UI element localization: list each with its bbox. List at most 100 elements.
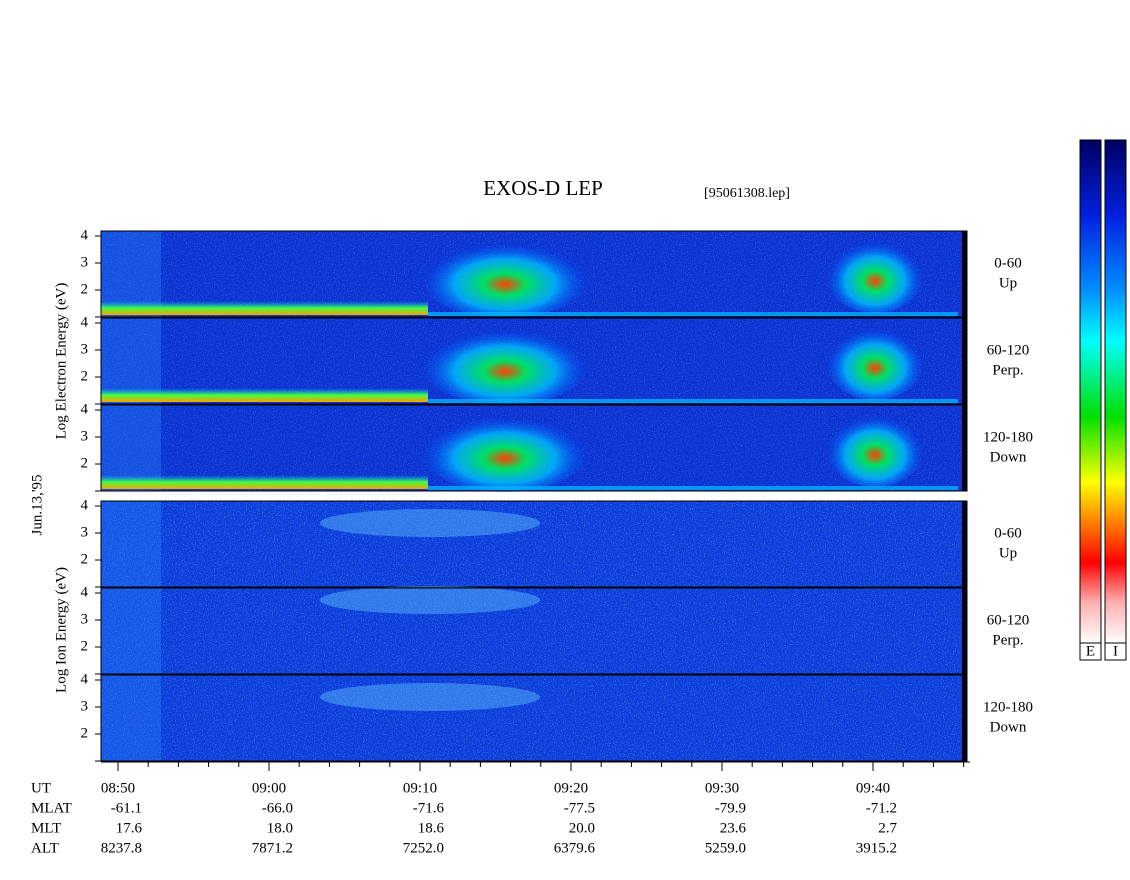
y-tick-label: 4 [81,584,89,600]
panel-frame [100,317,968,405]
ion-axis-label: Log Ion Energy (eV) [53,567,69,693]
y-tick-label: 4 [81,401,89,417]
colorbar-i [1104,139,1127,644]
ion-arc [320,586,540,614]
low-energy-band [101,475,428,489]
right-edge [962,675,967,761]
panel-frame [100,404,968,492]
right-edge [962,501,967,587]
colorbar-e [1079,139,1102,644]
electron-burst [825,320,925,400]
row-value: 6379.6 [554,840,596,856]
row-value: 09:20 [554,780,588,796]
colorbar-label: I [1113,643,1118,659]
panel-direction: Perp. [992,632,1023,648]
y-tick-label: 4 [81,671,89,687]
ion-arc [320,683,540,711]
row-value: -77.5 [564,800,595,816]
panel-direction: Down [990,719,1027,735]
y-tick-label: 2 [81,638,89,654]
colorbar-e-box [1079,642,1102,661]
panel-range: 120-180 [983,699,1033,715]
row-value: 7871.2 [252,840,293,856]
y-tick-label: 2 [81,368,89,384]
low-energy-band [101,301,428,315]
ion-arc [320,509,540,537]
row-name: MLAT [31,800,72,816]
right-edge [962,588,967,674]
y-tick-label: 2 [81,281,89,297]
y-tick-label: 3 [81,428,89,444]
panel-frame [100,500,968,588]
spectrogram-left-glow [101,588,161,674]
y-tick-label: 2 [81,455,89,471]
date-label: Jun.13,'95 [29,474,45,535]
low-energy-band [101,388,428,402]
y-tick-label: 3 [81,524,89,540]
panel-range: 60-120 [987,342,1030,358]
panel-direction: Perp. [992,362,1023,378]
right-edge [962,231,967,317]
bottom-edge-band [428,399,958,403]
row-value: -71.2 [866,800,897,816]
panels: 2 3 4 0-60 Up 2 3 4 60-120 Perp. 2 3 4 120-180 Down 2 3 4… [81,227,1033,762]
row-value: 23.6 [720,820,747,836]
panel-direction: Up [999,545,1017,561]
panel-direction: Up [999,275,1017,291]
row-value: -71.6 [413,800,445,816]
file-name: [95061308.lep] [704,186,790,201]
panel-range: 0-60 [994,255,1022,271]
row-value: 08:50 [101,780,135,796]
row-name: UT [31,780,51,796]
spectrogram-noise [101,588,967,674]
electron-axis-label: Log Electron Energy (eV) [53,283,69,440]
row-value: -66.0 [262,800,293,816]
y-tick-label: 4 [81,227,89,243]
panel-frame [100,587,968,675]
row-value: 09:00 [252,780,286,796]
spectrogram-left-glow [101,501,161,587]
row-value: 5259.0 [705,840,746,856]
y-tick-label: 3 [81,254,89,270]
electron-burst [420,321,590,405]
colorbar-i-box [1104,642,1127,661]
title: EXOS-D LEP [483,176,603,200]
row-value: -79.9 [715,800,746,816]
panel-range: 120-180 [983,429,1033,445]
row-value: 8237.8 [101,840,142,856]
row-value: -61.1 [111,800,142,816]
row-value: 18.0 [267,820,293,836]
bottom-edge-band [428,312,958,316]
y-tick-label: 2 [81,551,89,567]
row-value: 09:10 [403,780,437,796]
panel-direction: Down [990,449,1027,465]
panel-range: 0-60 [994,525,1022,541]
row-value: 09:30 [705,780,739,796]
right-edge [962,318,967,404]
panel-frame [100,674,968,762]
row-name: MLT [31,820,61,836]
right-edge [962,405,967,491]
row-value: 2.7 [878,820,897,836]
y-tick-label: 4 [81,497,89,513]
y-tick-label: 3 [81,611,89,627]
panel-range: 60-120 [987,612,1030,628]
row-name: ALT [31,840,59,856]
time-axis: UT 08:50 09:00 09:10 09:20 09:30 09:40 MLAT -61.… [31,761,970,856]
spectrogram-left-glow [101,675,161,761]
colorbar-label: E [1086,643,1095,659]
y-tick-label: 3 [81,341,89,357]
panel-frame [100,230,968,318]
row-value: 09:40 [856,780,890,796]
row-value: 18.6 [418,820,445,836]
electron-burst [825,407,925,487]
bottom-edge-band [428,486,958,490]
y-tick-label: 4 [81,314,89,330]
y-tick-label: 3 [81,698,89,714]
spectrogram-noise [101,501,967,587]
row-value: 3915.2 [856,840,897,856]
row-value: 7252.0 [403,840,444,856]
row-value: 17.6 [116,820,143,836]
y-tick-label: 2 [81,725,89,741]
